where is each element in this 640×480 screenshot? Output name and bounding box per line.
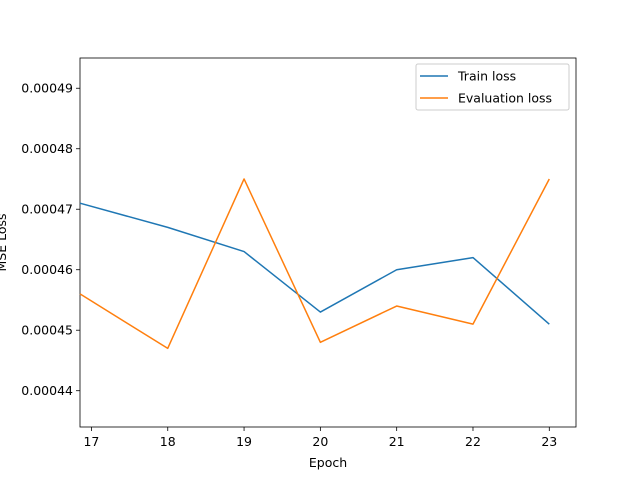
series-line-evaluation-loss — [79, 178, 550, 350]
series-layer — [79, 178, 550, 350]
x-tick-label: 17 — [83, 434, 99, 449]
y-axis-label: MSE Loss — [0, 213, 9, 271]
x-axis: 17 18 19 20 21 22 23 — [83, 427, 557, 449]
y-tick-label: 0.00045 — [21, 323, 73, 338]
y-tick-label: 0.00049 — [21, 81, 73, 96]
legend-box — [415, 63, 570, 111]
y-tick-label: 0.00047 — [21, 202, 73, 217]
x-tick-label: 21 — [389, 434, 405, 449]
x-axis-label: Epoch — [309, 455, 347, 470]
plot-area — [79, 57, 577, 428]
plot-frame — [79, 57, 577, 428]
x-tick-label: 19 — [236, 434, 252, 449]
x-tick-label: 23 — [541, 434, 557, 449]
x-tick-label: 22 — [465, 434, 481, 449]
series-line-train-loss — [79, 202, 550, 325]
x-tick-label: 18 — [160, 434, 176, 449]
y-axis: 0.00044 0.00045 0.00046 0.00047 0.00048 0.000… — [21, 81, 80, 398]
x-tick-label: 20 — [312, 434, 328, 449]
legend-label: Train loss — [457, 69, 516, 84]
y-tick-label: 0.00046 — [21, 262, 73, 277]
legend: Train loss Evaluation loss — [415, 63, 570, 111]
legend-label: Evaluation loss — [458, 91, 552, 106]
y-tick-label: 0.00048 — [21, 141, 73, 156]
y-tick-label: 0.00044 — [21, 383, 73, 398]
